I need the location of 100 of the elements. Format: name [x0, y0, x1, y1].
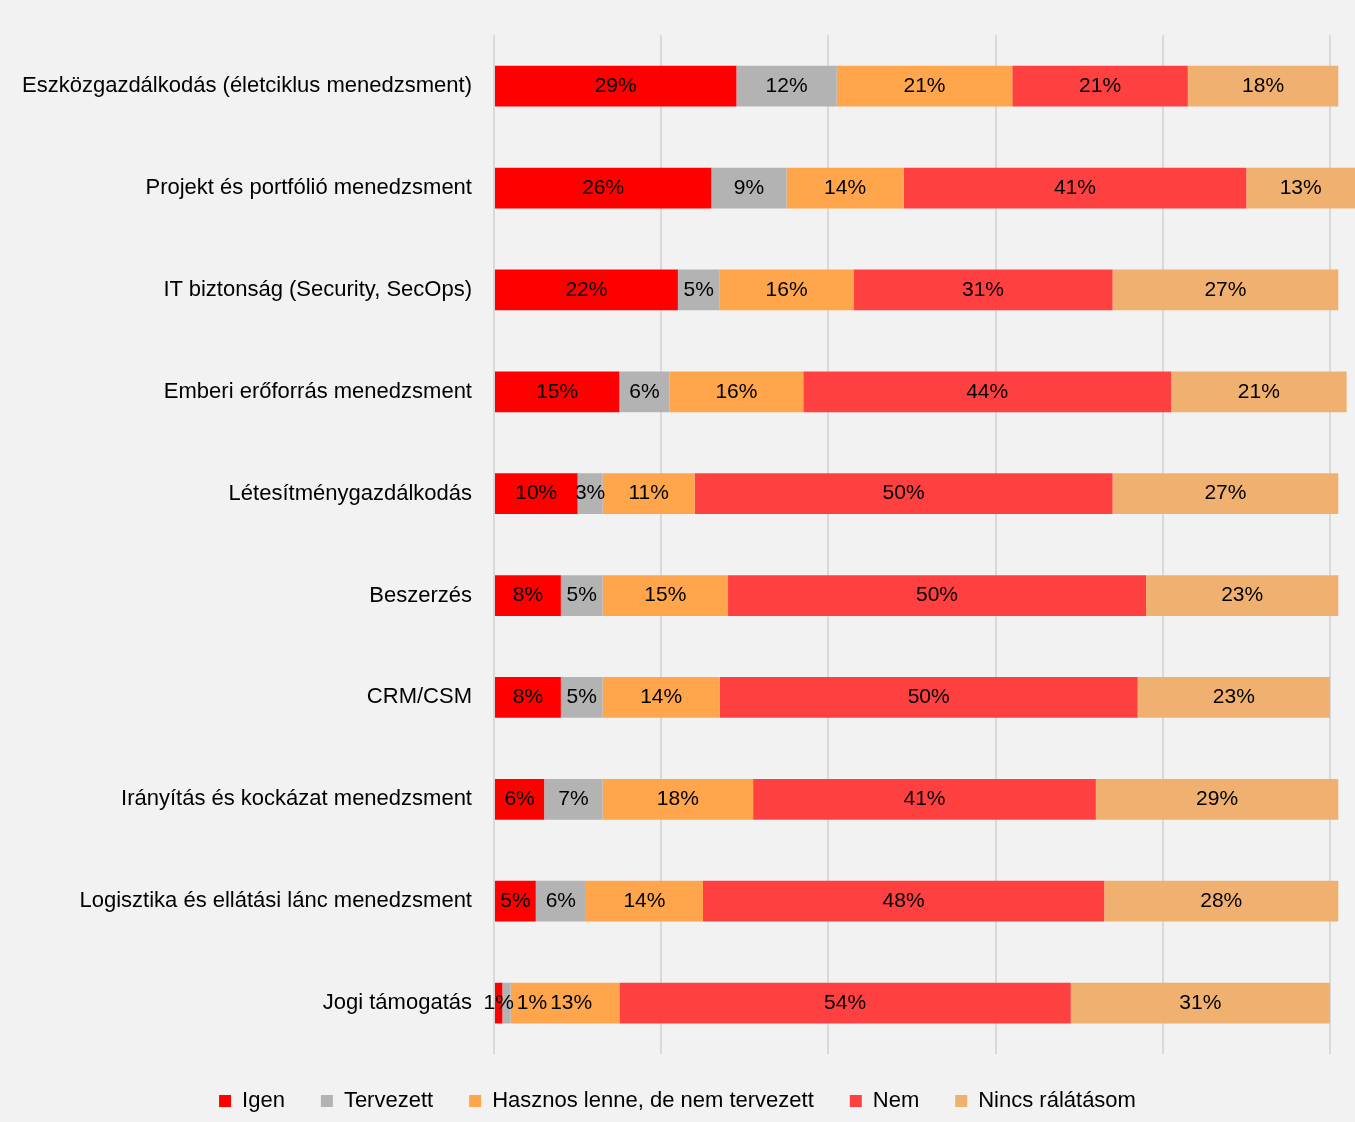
- data-label: 27%: [1204, 480, 1247, 504]
- bar: [711, 167, 787, 209]
- data-label: 14%: [623, 887, 666, 911]
- bar: [753, 778, 1096, 820]
- data-label: 5%: [683, 276, 714, 300]
- bar: [1104, 880, 1339, 922]
- bar: [1146, 575, 1339, 616]
- data-label: 6%: [504, 786, 535, 810]
- data-label: 28%: [1200, 887, 1243, 911]
- y-tick-label: Eszközgazdálkodás (életciklus menedzsment): [22, 72, 472, 98]
- bar: [619, 982, 1071, 1024]
- legend-label: Hasznos lenne, de nem tervezett: [492, 1087, 814, 1113]
- data-label: 23%: [1221, 582, 1264, 606]
- data-label: 50%: [882, 480, 925, 504]
- data-label: 21%: [1237, 378, 1280, 402]
- bar: [694, 473, 1113, 515]
- legend-label: Nem: [872, 1087, 920, 1113]
- data-label: 48%: [882, 887, 925, 911]
- bar: [494, 677, 561, 718]
- bar: [494, 371, 620, 413]
- data-label: 16%: [715, 378, 758, 402]
- data-label: 11%: [628, 480, 669, 504]
- data-label: 5%: [500, 887, 531, 911]
- bar: [494, 575, 561, 616]
- data-label: 18%: [1242, 72, 1285, 96]
- bar: [1112, 473, 1339, 515]
- data-label: 31%: [1179, 989, 1222, 1013]
- bar: [1171, 371, 1347, 413]
- y-tick-label: CRM/CSM: [366, 683, 472, 709]
- y-tick-label: Beszerzés: [369, 581, 472, 607]
- data-label: 9%: [733, 174, 765, 198]
- data-label: 31%: [961, 276, 1005, 300]
- bar: [803, 371, 1172, 413]
- bar: [544, 778, 603, 820]
- data-label: 14%: [640, 684, 683, 708]
- bar: [494, 269, 678, 311]
- bar: [1012, 65, 1188, 107]
- bar: [1246, 167, 1355, 209]
- bar: [669, 371, 804, 413]
- y-tick-label: Emberi erőforrás menedzsment: [163, 377, 472, 403]
- data-label: 21%: [903, 72, 946, 96]
- bar: [719, 677, 1138, 718]
- bar: [728, 575, 1147, 616]
- bar: [1112, 269, 1339, 311]
- data-label: 14%: [824, 174, 867, 198]
- y-tick-label: IT biztonság (Security, SecOps): [163, 275, 472, 301]
- y-tick-label: Irányítás és kockázat menedzsment: [121, 785, 472, 811]
- data-label: 26%: [582, 174, 625, 198]
- bar: [1187, 65, 1339, 107]
- data-label: 12%: [765, 72, 808, 96]
- y-tick-label: Jogi támogatás: [322, 989, 472, 1015]
- bar: [494, 65, 737, 107]
- data-label: 50%: [916, 582, 959, 606]
- legend-label: Igen: [242, 1087, 285, 1113]
- data-label: 8%: [512, 684, 544, 708]
- bar: [619, 371, 670, 413]
- data-label: 8%: [512, 582, 544, 606]
- data-label: 5%: [566, 582, 597, 606]
- bar: [494, 473, 578, 515]
- bar: [836, 65, 1013, 107]
- bar: [1095, 778, 1339, 820]
- data-label: 18%: [656, 786, 699, 810]
- data-label: 44%: [966, 378, 1009, 402]
- y-tick-label: Logisztika és ellátási lánc menedzsment: [79, 887, 472, 913]
- bar: [602, 677, 720, 718]
- bar: [494, 167, 712, 209]
- data-label: 23%: [1212, 684, 1255, 708]
- data-label: 50%: [907, 684, 950, 708]
- data-label: 22%: [565, 276, 608, 300]
- bar: [853, 269, 1113, 311]
- data-label: 41%: [903, 786, 946, 810]
- data-label: 15%: [536, 378, 579, 402]
- data-label: 29%: [1196, 786, 1239, 810]
- bar: [903, 167, 1247, 209]
- data-label: 5%: [566, 684, 597, 708]
- y-tick-label: Projekt és portfólió menedzsment: [145, 174, 472, 200]
- data-label: 41%: [1053, 174, 1096, 198]
- data-label: 6%: [545, 887, 577, 911]
- data-label: 15%: [644, 582, 687, 606]
- bar: [1137, 677, 1330, 718]
- bar: [1070, 982, 1330, 1024]
- y-tick-label: Létesítménygazdálkodás: [228, 479, 472, 505]
- bar: [585, 880, 703, 922]
- bar: [702, 880, 1105, 922]
- data-label: 27%: [1204, 276, 1247, 300]
- data-label: 21%: [1079, 72, 1122, 96]
- data-label: 16%: [765, 276, 808, 300]
- data-label: 54%: [824, 989, 867, 1013]
- bar: [602, 575, 729, 616]
- data-label: 29%: [594, 72, 637, 96]
- bar: [602, 778, 754, 820]
- bar: [786, 167, 904, 209]
- bar: [719, 269, 854, 311]
- data-label: 13%: [550, 989, 593, 1013]
- data-label: 1%: [516, 989, 548, 1013]
- data-label: 13%: [1279, 174, 1322, 198]
- legend-label: Nincs rálátásom: [978, 1087, 1136, 1113]
- bar: [736, 65, 837, 107]
- legend-label: Tervezett: [343, 1087, 434, 1113]
- data-label: 10%: [515, 480, 558, 504]
